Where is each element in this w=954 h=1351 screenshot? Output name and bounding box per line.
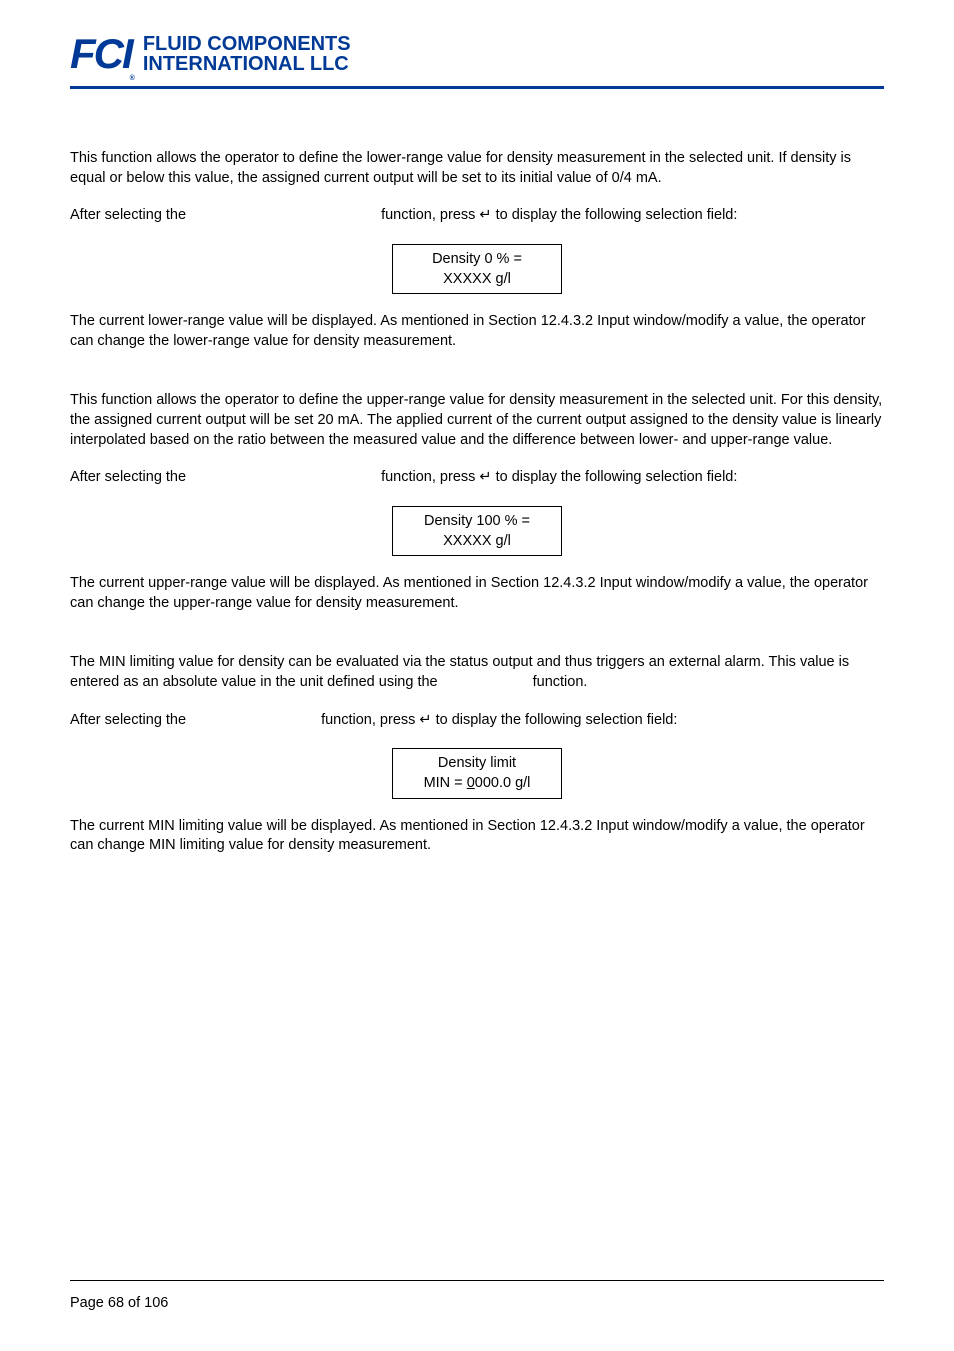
logo-company-name: FLUID COMPONENTS INTERNATIONAL LLC bbox=[143, 34, 351, 74]
s1-followup: The current lower-range value will be di… bbox=[70, 312, 884, 351]
logo-line1: FLUID COMPONENTS bbox=[143, 34, 351, 54]
s2-description: This function allows the operator to def… bbox=[70, 391, 884, 450]
page-footer: Page 68 of 106 bbox=[70, 1295, 168, 1311]
s2-display-line1: Density 100 % = bbox=[393, 511, 561, 531]
header-divider bbox=[70, 86, 884, 89]
logo-fci-text: FCI® bbox=[70, 30, 135, 78]
section-density-min-limit: The MIN limiting value for density can b… bbox=[70, 653, 884, 855]
s1-display-line1: Density 0 % = bbox=[393, 249, 561, 269]
s3-display-box: Density limit MIN = 0000.0 g/l bbox=[392, 748, 562, 799]
company-logo: FCI® FLUID COMPONENTS INTERNATIONAL LLC bbox=[70, 30, 351, 78]
s2-followup: The current upper-range value will be di… bbox=[70, 574, 884, 613]
s1-display-box: Density 0 % = XXXXX g/l bbox=[392, 244, 562, 295]
logo-line2: INTERNATIONAL LLC bbox=[143, 54, 351, 74]
section-density-upper-range: This function allows the operator to def… bbox=[70, 391, 884, 613]
section-density-lower-range: This function allows the operator to def… bbox=[70, 149, 884, 351]
s3-instruction: After selecting thefunction, press ↵ to … bbox=[70, 711, 884, 731]
s2-instruction: After selecting thefunction, press ↵ to … bbox=[70, 468, 884, 488]
s1-description: This function allows the operator to def… bbox=[70, 149, 884, 188]
s3-description: The MIN limiting value for density can b… bbox=[70, 653, 884, 692]
s3-display-line1: Density limit bbox=[393, 753, 561, 773]
s3-followup: The current MIN limiting value will be d… bbox=[70, 817, 884, 856]
s3-display-line2: MIN = 0000.0 g/l bbox=[393, 773, 561, 793]
s1-display-line2: XXXXX g/l bbox=[393, 269, 561, 289]
s2-display-box: Density 100 % = XXXXX g/l bbox=[392, 506, 562, 557]
footer-divider bbox=[70, 1280, 884, 1281]
page-header: FCI® FLUID COMPONENTS INTERNATIONAL LLC bbox=[70, 30, 884, 78]
s2-display-line2: XXXXX g/l bbox=[393, 531, 561, 551]
s1-instruction: After selecting thefunction, press ↵ to … bbox=[70, 206, 884, 226]
